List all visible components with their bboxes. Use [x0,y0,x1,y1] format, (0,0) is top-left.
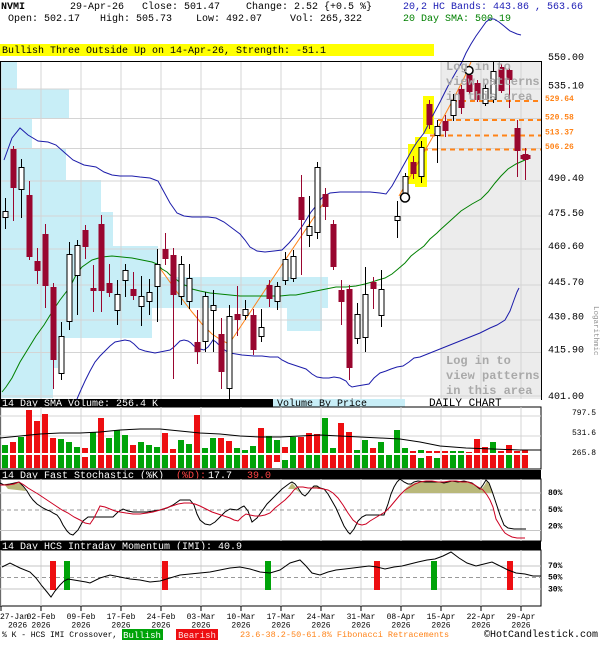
svg-text:08-Apr: 08-Apr [387,613,416,622]
svg-text:High: 505.73: High: 505.73 [100,13,172,25]
svg-text:17-Feb: 17-Feb [107,613,136,622]
svg-text:415.90: 415.90 [548,346,584,357]
svg-text:2026: 2026 [511,622,530,631]
svg-text:20%: 20% [548,523,563,532]
svg-text:©HotCandlestick.com: ©HotCandlestick.com [484,629,598,640]
svg-text:Change: 2.52 {+0.5 %}: Change: 2.52 {+0.5 %} [246,1,372,13]
svg-text:265.8 K: 265.8 K [572,449,600,458]
svg-text:Logarithmic: Logarithmic [591,306,599,356]
svg-text:475.50: 475.50 [548,209,584,220]
svg-text:30%: 30% [548,586,563,595]
svg-text:2026: 2026 [111,622,130,631]
svg-text:24-Feb: 24-Feb [147,613,176,622]
svg-text:460.60: 460.60 [548,242,584,253]
svg-text:Log in to: Log in to [446,354,511,368]
svg-text:430.80: 430.80 [548,313,584,324]
svg-text:Bullish Three Outside Up on 14: Bullish Three Outside Up on 14-Apr-26, S… [2,45,326,57]
svg-text:24-Mar: 24-Mar [307,613,336,622]
svg-text:520.58: 520.58 [545,114,574,123]
svg-text:2026: 2026 [231,622,250,631]
svg-text:NVMI: NVMI [1,2,25,13]
svg-text:490.40: 490.40 [548,174,584,185]
svg-text:50%: 50% [548,506,563,515]
svg-text:535.10: 535.10 [548,82,584,93]
svg-text:Vol: 265,322: Vol: 265,322 [290,13,362,25]
svg-text:529.64: 529.64 [545,95,574,104]
svg-text:10-Mar: 10-Mar [227,613,256,622]
svg-text:531.6 K: 531.6 K [572,429,600,438]
svg-text:2026: 2026 [8,622,27,631]
svg-text:2026: 2026 [151,622,170,631]
svg-text:70%: 70% [548,562,563,571]
svg-text:Bullish: Bullish [123,631,161,640]
svg-text:401.00: 401.00 [548,392,584,403]
svg-text:550.00: 550.00 [548,53,584,64]
svg-text:15-Apr: 15-Apr [427,613,456,622]
svg-text:in this area: in this area [446,384,532,398]
svg-text:2026: 2026 [351,622,370,631]
svg-text:Log in to: Log in to [446,60,511,74]
svg-text:17-Mar: 17-Mar [267,613,296,622]
svg-text:% K - HCS IMI Crossover,: % K - HCS IMI Crossover, [2,631,117,640]
svg-text:in this area: in this area [446,90,532,104]
svg-text:50%: 50% [548,574,563,583]
svg-text:2026: 2026 [31,622,50,631]
svg-text:Open: 502.17: Open: 502.17 [8,14,80,25]
svg-text:2026: 2026 [471,622,490,631]
svg-text:view patterns: view patterns [446,75,540,89]
svg-text:2026: 2026 [391,622,410,631]
svg-text:27-Jan: 27-Jan [0,613,29,622]
svg-text:Close: 501.47: Close: 501.47 [142,1,220,13]
svg-text:02-Feb: 02-Feb [27,613,56,622]
svg-text:22-Apr: 22-Apr [467,613,496,622]
svg-text:view patterns: view patterns [446,369,540,383]
svg-text:20,2 HC Bands: 443.86 , 563.66: 20,2 HC Bands: 443.86 , 563.66 [403,1,583,13]
svg-text:2026: 2026 [431,622,450,631]
svg-text:445.70: 445.70 [548,278,584,289]
svg-text:80%: 80% [548,489,563,498]
svg-text:513.37: 513.37 [545,129,574,138]
svg-text:797.5 K: 797.5 K [572,409,600,418]
svg-text:39.0: 39.0 [247,471,271,482]
svg-text:31-Mar: 31-Mar [347,613,376,622]
svg-text:506.26: 506.26 [545,143,574,152]
svg-text:23.6-38.2-50-61.8% Fibonacci R: 23.6-38.2-50-61.8% Fibonacci Retracement… [240,630,449,640]
svg-text:2026: 2026 [191,622,210,631]
svg-text:2026: 2026 [71,622,90,631]
svg-text:2026: 2026 [271,622,290,631]
svg-text:Low: 492.07: Low: 492.07 [196,14,262,25]
svg-text:09-Feb: 09-Feb [67,613,96,622]
svg-text:Bearish: Bearish [178,631,216,640]
svg-text:29-Apr-26: 29-Apr-26 [70,2,124,13]
svg-text:03-Mar: 03-Mar [187,613,216,622]
svg-text:29-Apr: 29-Apr [507,613,536,622]
svg-text:2026: 2026 [311,622,330,631]
svg-text:20 Day SMA: 500.19: 20 Day SMA: 500.19 [403,14,511,25]
svg-text:17.7: 17.7 [208,471,232,482]
